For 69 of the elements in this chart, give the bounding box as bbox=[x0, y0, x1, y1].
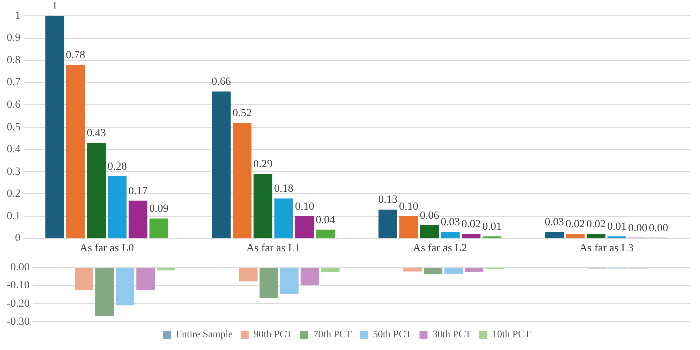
data-label: 0.28 bbox=[108, 160, 128, 173]
data-label: 0.02 bbox=[462, 218, 482, 231]
data-label: 0.02 bbox=[566, 218, 586, 231]
data-label: 1 bbox=[52, 0, 58, 12]
bar bbox=[441, 232, 460, 238]
y-tick-label: 0.5 bbox=[7, 121, 22, 134]
x-tick-label: As far as L0 bbox=[80, 242, 135, 254]
data-label: 0.43 bbox=[86, 127, 107, 140]
y-tick-label: 0.3 bbox=[7, 166, 22, 178]
bar bbox=[316, 230, 336, 238]
legend-label: 90th PCT bbox=[254, 330, 293, 341]
data-label: 0.13 bbox=[378, 194, 398, 206]
data-label: 0.06 bbox=[420, 210, 440, 222]
y-tick-label: 0.00 bbox=[10, 261, 30, 274]
data-label: 0.03 bbox=[440, 216, 461, 229]
bar bbox=[545, 232, 564, 238]
data-label: 0.29 bbox=[254, 158, 274, 171]
bar bbox=[87, 142, 106, 238]
data-label: 0.17 bbox=[128, 185, 148, 198]
legend-label: Entire Sample bbox=[176, 330, 234, 341]
data-label: 0.09 bbox=[149, 203, 170, 216]
bar bbox=[108, 176, 127, 238]
y-tick-label: 0 bbox=[15, 232, 22, 245]
bar bbox=[128, 200, 148, 238]
y-tick-label: -0.20 bbox=[6, 298, 30, 310]
y-tick-label: 0.6 bbox=[7, 99, 22, 112]
data-label: 0.03 bbox=[545, 216, 565, 229]
data-label: 0.18 bbox=[274, 183, 294, 196]
bar bbox=[66, 65, 86, 238]
bar bbox=[254, 174, 273, 238]
legend-label: 10th PCT bbox=[492, 330, 532, 341]
y-tick-label: 0.1 bbox=[7, 210, 21, 222]
data-label: 0.02 bbox=[586, 218, 606, 231]
data-label: 0.04 bbox=[316, 214, 336, 226]
data-label: 0.01 bbox=[608, 220, 627, 233]
y-tick-label: 0.8 bbox=[7, 54, 22, 66]
data-label: 0.66 bbox=[212, 76, 232, 88]
legend-label: 70th PCT bbox=[314, 330, 352, 341]
data-label: 0.00 bbox=[628, 222, 648, 234]
bar bbox=[46, 16, 64, 238]
data-label: 0.00 bbox=[649, 222, 669, 234]
y-tick-label: -0.30 bbox=[6, 316, 30, 328]
bar bbox=[295, 216, 314, 238]
data-label: 0.78 bbox=[66, 49, 86, 62]
bar bbox=[420, 225, 440, 238]
legend-label: 30th PCT bbox=[432, 330, 472, 341]
bar bbox=[586, 234, 606, 238]
bar bbox=[150, 218, 168, 238]
x-tick-label: As far as L3 bbox=[580, 242, 634, 254]
bar bbox=[566, 234, 585, 238]
bar bbox=[400, 216, 418, 238]
data-label: 0.01 bbox=[482, 220, 502, 233]
bar bbox=[232, 122, 252, 238]
bar bbox=[378, 210, 398, 238]
y-tick-label: 0.7 bbox=[7, 76, 22, 89]
y-tick-label: 0.2 bbox=[7, 188, 21, 200]
data-label: 0.52 bbox=[232, 107, 252, 120]
legend-label: 50th PCT bbox=[373, 330, 412, 341]
data-label: 0.10 bbox=[399, 200, 420, 213]
x-tick-label: As far as L2 bbox=[413, 242, 468, 254]
bar bbox=[462, 234, 481, 238]
y-tick-label: -0.10 bbox=[6, 280, 30, 292]
y-tick-label: 0.4 bbox=[7, 144, 22, 156]
x-tick-label: As far as L1 bbox=[246, 242, 301, 254]
data-label: 0.10 bbox=[295, 200, 315, 213]
y-tick-label: 0.9 bbox=[7, 32, 22, 44]
bar bbox=[274, 198, 294, 238]
bar bbox=[212, 92, 231, 238]
y-tick-label: 1 bbox=[15, 10, 21, 22]
